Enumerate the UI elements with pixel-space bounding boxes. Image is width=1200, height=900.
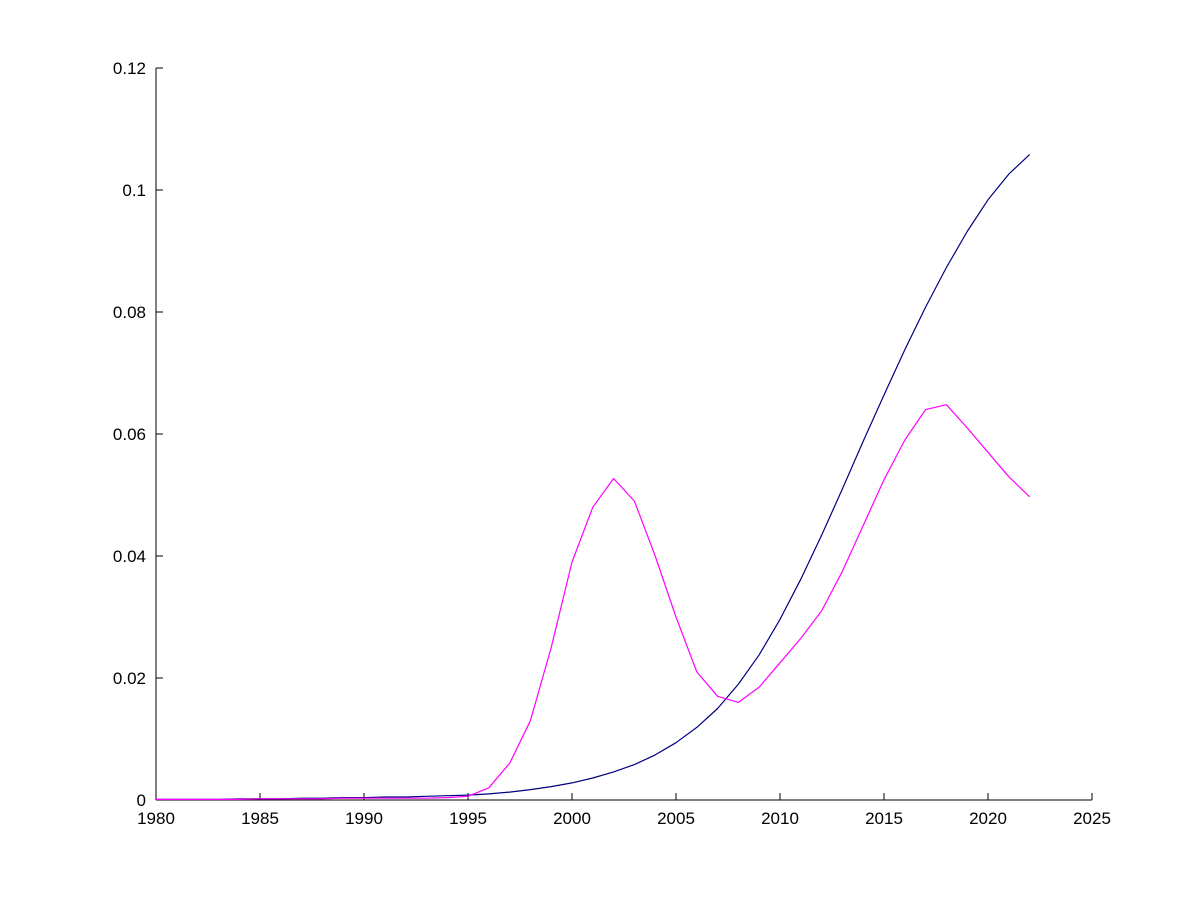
x-tick-label: 2025 bbox=[1073, 809, 1111, 828]
x-tick-label: 1985 bbox=[241, 809, 279, 828]
y-tick-label: 0.04 bbox=[113, 547, 146, 566]
y-tick-label: 0.02 bbox=[113, 669, 146, 688]
x-tick-label: 2015 bbox=[865, 809, 903, 828]
x-tick-label: 1980 bbox=[137, 809, 175, 828]
y-tick-label: 0 bbox=[137, 791, 146, 810]
x-tick-label: 1995 bbox=[449, 809, 487, 828]
x-tick-label: 2000 bbox=[553, 809, 591, 828]
x-tick-label: 2010 bbox=[761, 809, 799, 828]
magenta-double-peak-curve bbox=[156, 404, 1031, 801]
y-tick-label: 0.08 bbox=[113, 303, 146, 322]
y-tick-label: 0.1 bbox=[122, 181, 146, 200]
y-tick-label: 0.06 bbox=[113, 425, 146, 444]
x-tick-label: 2005 bbox=[657, 809, 695, 828]
y-tick-label: 0.12 bbox=[113, 59, 146, 78]
blue-smooth-growth-curve bbox=[156, 154, 1031, 801]
x-tick-label: 2020 bbox=[969, 809, 1007, 828]
x-tick-label: 1990 bbox=[345, 809, 383, 828]
